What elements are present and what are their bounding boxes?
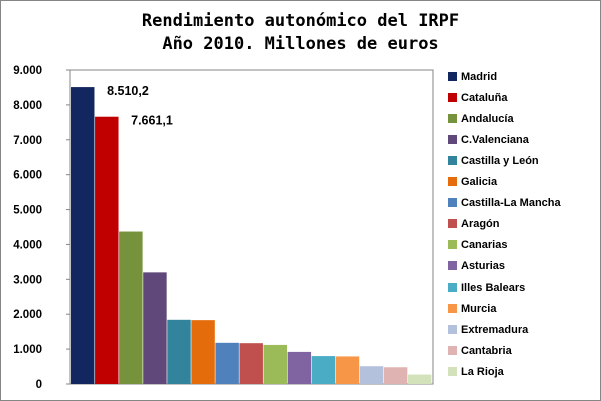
legend-item: Asturias — [448, 259, 505, 273]
legend-swatch — [448, 219, 457, 229]
legend-swatch — [448, 135, 457, 145]
legend-label: Castilla-La Mancha — [461, 197, 561, 210]
legend-item: Madrid — [448, 70, 497, 84]
y-tick-label: 8.000 — [13, 100, 42, 112]
legend-label: Madrid — [461, 71, 498, 83]
legend-label: Murcia — [461, 302, 497, 315]
data-label: 8.510,2 — [107, 84, 149, 98]
legend-swatch — [448, 72, 457, 81]
bar-5 — [191, 320, 215, 384]
y-tick-label: 9.000 — [13, 65, 42, 77]
legend-label: C.Valenciana — [461, 134, 529, 147]
legend-item: Murcia — [448, 302, 496, 316]
legend-swatch — [448, 261, 457, 271]
legend-label: Aragón — [461, 218, 500, 231]
legend-swatch — [448, 282, 457, 292]
legend-item: Illes Balears — [448, 281, 525, 295]
legend-label: Galicia — [461, 176, 498, 189]
legend-swatch — [448, 303, 457, 313]
legend-item: Castilla-La Mancha — [448, 196, 561, 210]
legend-swatch — [448, 114, 457, 124]
bar-0 — [71, 87, 95, 385]
y-tick-label: 3.000 — [13, 274, 42, 286]
legend-label: Extremadura — [461, 323, 529, 336]
legend-item: Castilla y León — [448, 154, 539, 168]
legend-item: Canarias — [448, 238, 507, 252]
legend-item: Aragón — [448, 217, 500, 231]
y-tick-label: 2.000 — [13, 309, 42, 321]
bar-1 — [95, 116, 119, 384]
legend-label: La Rioja — [461, 365, 504, 378]
data-label: 7.661,1 — [131, 114, 173, 128]
bar-12 — [359, 366, 384, 384]
legend-swatch — [448, 240, 457, 250]
y-tick-label: 6.000 — [13, 170, 42, 182]
bar-6 — [215, 342, 239, 384]
y-tick-label: 1.000 — [13, 344, 42, 356]
bar-9 — [287, 351, 312, 384]
legend-swatch — [448, 324, 457, 334]
chart-title-line-2: Año 2010. Millones de euros — [162, 34, 439, 54]
legend-swatch — [448, 93, 457, 103]
bar-11 — [335, 356, 360, 384]
legend-item: Extremadura — [448, 323, 528, 337]
legend-swatch — [448, 366, 457, 376]
legend-item: C.Valenciana — [448, 133, 529, 147]
bar-4 — [167, 319, 191, 384]
legend-swatch — [448, 177, 457, 187]
legend-item: La Rioja — [448, 365, 504, 379]
legend-label: Canarias — [461, 239, 508, 252]
bar-7 — [239, 343, 263, 384]
legend-label: Asturias — [461, 260, 506, 273]
bar-13 — [383, 367, 408, 384]
bar-2 — [119, 231, 143, 384]
y-tick-label: 7.000 — [13, 135, 42, 147]
bar-10 — [311, 356, 336, 384]
legend-item: Cantabria — [448, 344, 512, 358]
bar-3 — [143, 272, 167, 384]
legend-label: Andalucía — [461, 113, 514, 126]
y-tick-label: 4.000 — [13, 239, 42, 251]
legend-label: Castilla y León — [461, 155, 539, 168]
legend-label: Cataluña — [461, 92, 508, 105]
legend-swatch — [448, 156, 457, 166]
y-tick-label: 5.000 — [13, 205, 42, 217]
legend-label: Illes Balears — [461, 281, 526, 294]
y-tick-label: 0 — [36, 379, 42, 391]
legend-swatch — [448, 345, 457, 355]
legend-item: Andalucía — [448, 112, 514, 126]
legend-item: Cataluña — [448, 91, 507, 105]
chart-title: Rendimiento autonómico del IRPF Año 2010… — [0, 10, 601, 56]
legend-label: Cantabria — [461, 344, 512, 357]
legend-item: Galicia — [448, 175, 497, 189]
legend-swatch — [448, 198, 457, 208]
bar-14 — [407, 374, 432, 384]
bar-8 — [263, 344, 287, 384]
chart-title-line-1: Rendimiento autonómico del IRPF — [141, 11, 460, 31]
